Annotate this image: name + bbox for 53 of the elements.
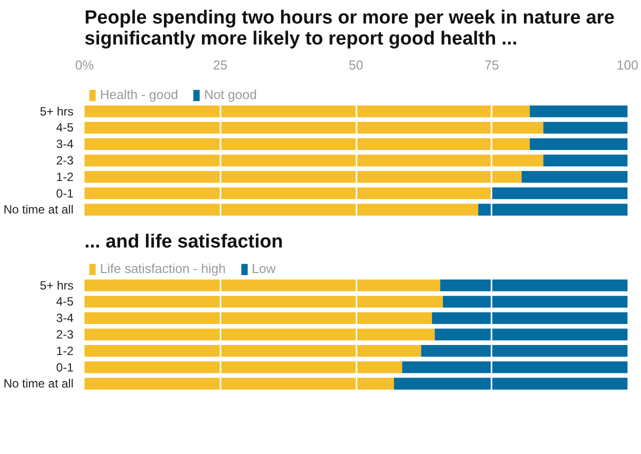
x-tick-label: 100 (616, 58, 638, 72)
legend-label: Health - good (100, 87, 178, 102)
legend-label: Not good (204, 87, 257, 102)
chart-title: ... and life satisfaction (84, 232, 283, 252)
bar (84, 361, 402, 374)
x-tick-label: 75 (484, 58, 499, 72)
y-tick-label: 0-1 (56, 360, 74, 374)
bar (84, 328, 435, 340)
bar (440, 279, 628, 292)
bar (84, 171, 522, 183)
bar (543, 122, 628, 134)
bar (84, 122, 544, 134)
y-tick-label: 3-4 (56, 311, 74, 326)
y-tick-label: 1-2 (56, 344, 74, 358)
bar (442, 296, 628, 308)
legend-label: Life satisfaction - high (100, 261, 226, 276)
y-tick-label: No time at all (3, 202, 74, 217)
y-tick-label: 3-4 (56, 137, 74, 152)
y-tick-label: 4-5 (56, 294, 74, 309)
bar (84, 296, 443, 308)
bar (402, 361, 628, 374)
y-tick-label: No time at all (3, 376, 74, 391)
bar (543, 154, 628, 166)
bar (434, 328, 628, 340)
bar (84, 105, 530, 118)
y-tick-label: 5+ hrs (40, 104, 74, 118)
y-tick-label: 0-1 (56, 186, 74, 200)
y-tick-label: 2-3 (56, 154, 74, 168)
x-tick-label: 0% (75, 58, 94, 72)
bar (84, 378, 394, 390)
chart-title: People spending two hours or more per week in nature are significantly more likely to report good health ... (84, 8, 615, 50)
bar (432, 312, 628, 324)
bar (84, 279, 440, 292)
bar (84, 312, 432, 324)
y-tick-label: 1-2 (56, 170, 74, 184)
y-tick-label: 5+ hrs (40, 278, 74, 292)
bar (492, 187, 628, 200)
bar (84, 204, 478, 216)
x-tick-label: 25 (213, 58, 228, 72)
bar (84, 138, 530, 150)
bar (530, 138, 628, 150)
x-tick-label: 50 (348, 58, 364, 72)
bar (84, 154, 544, 166)
y-tick-label: 4-5 (56, 120, 74, 135)
bar (421, 345, 628, 357)
bar (530, 105, 628, 118)
y-tick-label: 2-3 (56, 328, 74, 342)
bar (84, 345, 422, 357)
legend-label: Low (252, 261, 276, 276)
bar (478, 204, 628, 216)
bar (522, 171, 628, 183)
bar (394, 378, 628, 390)
bar (84, 187, 492, 200)
